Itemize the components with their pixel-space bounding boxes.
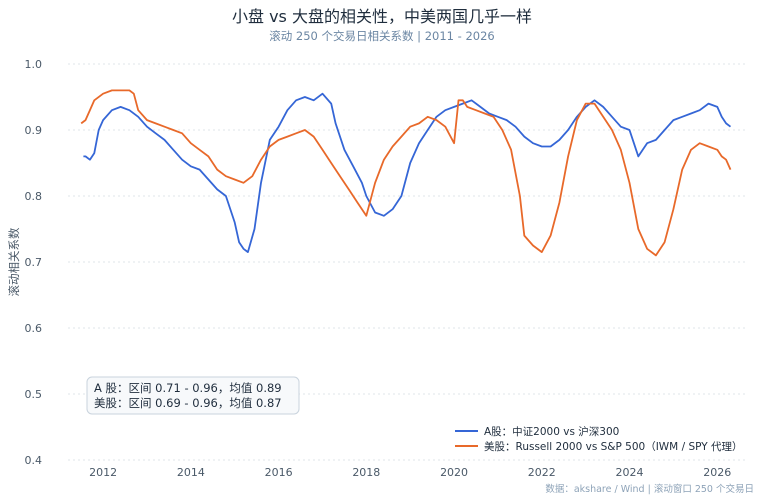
grid <box>68 63 748 461</box>
legend-label-a-share: A股：中证2000 vs 沪深300 <box>484 425 619 438</box>
y-tick-label: 0.9 <box>25 124 43 137</box>
x-tick-label: 2016 <box>265 466 293 479</box>
y-tick-label: 0.7 <box>25 256 43 269</box>
footer-source: 数据：akshare / Wind | 滚动窗口 250 个交易日 <box>545 483 754 495</box>
legend: A股：中证2000 vs 沪深300 美股：Russell 2000 vs S&… <box>455 425 742 453</box>
chart-subtitle: 滚动 250 个交易日相关系数 | 2011 - 2026 <box>269 29 494 43</box>
x-tick-label: 2018 <box>352 466 380 479</box>
y-tick-label: 0.4 <box>25 454 43 467</box>
y-tick-label: 0.6 <box>25 322 43 335</box>
y-axis-label: 滚动相关系数 <box>7 227 21 296</box>
x-tick-label: 2012 <box>89 466 117 479</box>
chart-title: 小盘 vs 大盘的相关性，中美两国几乎一样 <box>232 7 532 26</box>
stats-us: 美股：区间 0.69 - 0.96，均值 0.87 <box>94 396 282 410</box>
y-tick-label: 0.5 <box>25 388 43 401</box>
series-line-0 <box>83 92 732 254</box>
x-tick-labels: 2012 2014 2016 2018 2020 2022 2024 2026 <box>89 466 731 479</box>
series-lines <box>80 89 732 257</box>
legend-label-us: 美股：Russell 2000 vs S&P 500（IWM / SPY 代理） <box>484 440 742 453</box>
stats-box: A 股：区间 0.71 - 0.96，均值 0.89 美股：区间 0.69 - … <box>86 376 300 415</box>
stats-box-frame <box>86 376 300 415</box>
x-tick-label: 2026 <box>703 466 731 479</box>
x-tick-label: 2024 <box>616 466 644 479</box>
stats-a-share: A 股：区间 0.71 - 0.96，均值 0.89 <box>94 381 282 395</box>
y-tick-labels: 0.4 0.5 0.6 0.7 0.8 0.9 1.0 <box>25 58 43 467</box>
x-tick-label: 2022 <box>528 466 556 479</box>
series-line-1 <box>80 89 732 257</box>
x-tick-label: 2014 <box>177 466 205 479</box>
x-tick-label: 2020 <box>440 466 468 479</box>
y-tick-label: 1.0 <box>25 58 43 71</box>
y-tick-label: 0.8 <box>25 190 43 203</box>
